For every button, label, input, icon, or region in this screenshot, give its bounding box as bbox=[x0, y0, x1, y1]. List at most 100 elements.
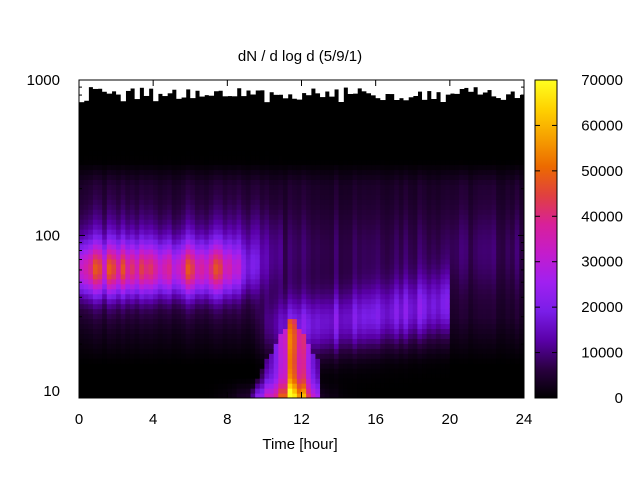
heatmap-cell bbox=[106, 343, 113, 349]
heatmap-cell bbox=[176, 293, 182, 300]
heatmap-cell bbox=[176, 348, 182, 354]
heatmap-cell bbox=[250, 253, 256, 260]
heatmap-cell bbox=[329, 373, 335, 379]
heatmap-cell bbox=[366, 273, 372, 280]
heatmap-cell bbox=[278, 373, 284, 379]
heatmap-cell bbox=[204, 194, 210, 200]
heatmap-cell bbox=[227, 94, 233, 101]
heatmap-cell bbox=[269, 378, 275, 384]
heatmap-cell bbox=[426, 209, 432, 215]
heatmap-cell bbox=[292, 99, 298, 106]
heatmap-cell bbox=[343, 253, 349, 260]
heatmap-cell bbox=[403, 293, 409, 300]
heatmap-cell bbox=[157, 268, 164, 275]
heatmap-cell bbox=[408, 164, 414, 171]
heatmap-cell bbox=[315, 204, 321, 210]
heatmap-cell bbox=[333, 229, 340, 235]
heatmap-cell bbox=[129, 159, 136, 166]
heatmap-cell bbox=[273, 358, 279, 364]
heatmap-cell bbox=[366, 134, 372, 141]
heatmap-cell bbox=[139, 234, 145, 240]
heatmap-cell bbox=[157, 318, 164, 325]
heatmap-cell bbox=[361, 253, 367, 260]
heatmap-cell bbox=[250, 388, 256, 394]
heatmap-cell bbox=[296, 134, 303, 141]
heatmap-cell bbox=[259, 353, 266, 359]
heatmap-cell bbox=[329, 169, 335, 176]
heatmap-cell bbox=[227, 144, 233, 151]
heatmap-cell bbox=[236, 144, 242, 151]
heatmap-cell bbox=[333, 139, 340, 146]
heatmap-cell bbox=[315, 258, 321, 265]
heatmap-cell bbox=[139, 258, 145, 265]
heatmap-cell bbox=[431, 154, 437, 161]
heatmap-cell bbox=[278, 194, 284, 200]
heatmap-cell bbox=[287, 99, 293, 106]
heatmap-cell bbox=[329, 214, 335, 220]
heatmap-cell bbox=[88, 164, 94, 171]
heatmap-cell bbox=[426, 224, 432, 230]
heatmap-cell bbox=[343, 353, 349, 359]
heatmap-cell bbox=[320, 99, 326, 106]
heatmap-cell bbox=[79, 184, 85, 190]
heatmap-cell bbox=[361, 333, 367, 339]
heatmap-cell bbox=[111, 114, 117, 121]
heatmap-cell bbox=[134, 229, 140, 235]
heatmap-cell bbox=[347, 159, 354, 166]
heatmap-cell bbox=[292, 348, 298, 354]
heatmap-cell bbox=[384, 373, 391, 379]
heatmap-cell bbox=[426, 293, 432, 300]
heatmap-cell bbox=[375, 229, 381, 235]
heatmap-cell bbox=[398, 214, 405, 220]
heatmap-cell bbox=[320, 199, 326, 205]
heatmap-cell bbox=[148, 258, 154, 265]
heatmap-cell bbox=[384, 298, 391, 305]
heatmap-cell bbox=[222, 253, 228, 260]
heatmap-cell bbox=[431, 99, 437, 106]
heatmap-cell bbox=[194, 318, 201, 325]
heatmap-cell bbox=[199, 323, 205, 330]
heatmap-cell bbox=[167, 308, 173, 315]
heatmap-cell bbox=[273, 234, 279, 240]
heatmap-cell bbox=[97, 129, 103, 136]
heatmap-cell bbox=[412, 124, 418, 131]
heatmap-cell bbox=[231, 378, 238, 384]
heatmap-cell bbox=[106, 229, 113, 235]
heatmap-cell bbox=[361, 338, 367, 344]
heatmap-cell bbox=[190, 189, 196, 195]
heatmap-cell bbox=[259, 318, 266, 325]
heatmap-cell bbox=[380, 253, 386, 260]
heatmap-cell bbox=[296, 318, 303, 325]
heatmap-cell bbox=[245, 268, 252, 275]
heatmap-cell bbox=[273, 189, 279, 195]
heatmap-cell bbox=[431, 234, 437, 240]
heatmap-cell bbox=[162, 124, 168, 131]
heatmap-cell bbox=[375, 184, 381, 190]
heatmap-cell bbox=[278, 119, 284, 126]
heatmap-cell bbox=[111, 214, 117, 220]
heatmap-cell bbox=[398, 248, 405, 255]
heatmap-cell bbox=[171, 268, 177, 275]
heatmap-cell bbox=[222, 243, 228, 250]
heatmap-cell bbox=[315, 109, 321, 116]
heatmap-cell bbox=[333, 338, 340, 344]
heatmap-cell bbox=[306, 318, 312, 325]
heatmap-cell bbox=[194, 119, 201, 126]
heatmap-cell bbox=[134, 224, 140, 230]
heatmap-cell bbox=[139, 159, 145, 166]
heatmap-cell bbox=[241, 328, 247, 335]
heatmap-cell bbox=[176, 204, 182, 210]
heatmap-cell bbox=[148, 189, 154, 195]
heatmap-cell bbox=[241, 343, 247, 349]
heatmap-cell bbox=[83, 169, 89, 176]
heatmap-cell bbox=[287, 368, 293, 374]
heatmap-cell bbox=[88, 169, 94, 176]
heatmap-cell bbox=[301, 114, 307, 121]
heatmap-cell bbox=[162, 94, 168, 101]
heatmap-cell bbox=[278, 253, 284, 260]
heatmap-cell bbox=[301, 234, 307, 240]
heatmap-cell bbox=[148, 119, 154, 126]
heatmap-cell bbox=[218, 333, 224, 339]
heatmap-cell bbox=[375, 248, 381, 255]
heatmap-cell bbox=[153, 199, 159, 205]
